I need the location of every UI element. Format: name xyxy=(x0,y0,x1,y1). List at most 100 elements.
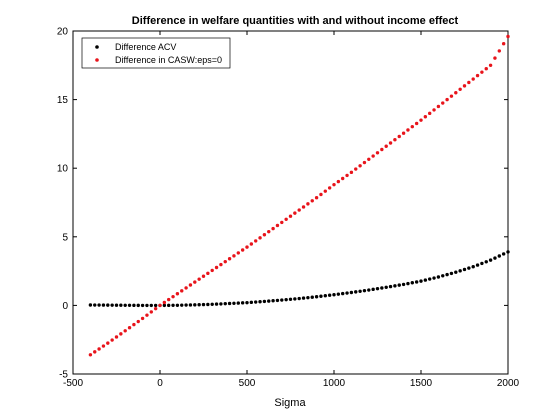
acv-point xyxy=(349,290,354,295)
casw-point xyxy=(306,202,310,206)
acv-point xyxy=(123,303,127,307)
casw-point xyxy=(114,335,119,339)
casw-point xyxy=(140,316,145,321)
acv-point xyxy=(245,300,249,305)
acv-point xyxy=(410,281,414,285)
acv-point xyxy=(423,278,428,282)
acv-point xyxy=(406,281,410,286)
casw-point xyxy=(401,131,406,135)
acv-point xyxy=(214,302,219,306)
acv-point xyxy=(271,299,275,303)
acv-point xyxy=(462,267,467,272)
acv-point xyxy=(193,303,197,307)
casw-point xyxy=(171,294,175,299)
acv-point xyxy=(197,303,201,307)
casw-point xyxy=(188,283,193,287)
acv-point xyxy=(149,303,153,308)
casw-point xyxy=(488,63,493,67)
casw-point xyxy=(301,205,306,209)
casw-point xyxy=(267,229,271,234)
acv-point xyxy=(480,261,484,266)
casw-point xyxy=(327,186,332,190)
casw-point xyxy=(145,313,149,317)
acv-point xyxy=(397,283,401,287)
acv-point xyxy=(175,303,180,307)
casw-point xyxy=(123,329,127,333)
acv-point xyxy=(358,289,362,293)
x-tick-label: 1000 xyxy=(323,378,346,389)
acv-point xyxy=(301,296,306,300)
acv-point xyxy=(293,297,297,301)
x-tick-label: 0 xyxy=(157,378,163,389)
casw-point xyxy=(175,292,180,296)
casw-point xyxy=(432,108,436,112)
acv-point xyxy=(471,265,475,269)
casw-point xyxy=(167,297,171,302)
casw-point xyxy=(354,167,358,171)
acv-point xyxy=(454,270,458,274)
casw-point xyxy=(97,347,101,351)
legend-label-casw: Difference in CASW:eps=0 xyxy=(115,55,222,65)
casw-point xyxy=(388,141,393,145)
acv-point xyxy=(432,276,436,280)
casw-point xyxy=(193,280,197,284)
acv-point xyxy=(240,301,245,305)
casw-point xyxy=(323,189,327,193)
y-tick-label: 5 xyxy=(62,232,68,243)
acv-point xyxy=(288,297,293,301)
acv-point xyxy=(223,301,227,306)
acv-point xyxy=(171,303,175,307)
acv-point xyxy=(345,291,349,295)
casw-point xyxy=(162,300,167,305)
acv-point xyxy=(506,250,510,254)
casw-point xyxy=(484,67,488,71)
casw-point xyxy=(262,233,267,237)
x-tick-label: 1500 xyxy=(410,378,433,389)
acv-point xyxy=(375,286,380,291)
acv-point xyxy=(449,271,454,276)
casw-point xyxy=(201,274,206,278)
casw-point xyxy=(371,154,375,158)
acv-point xyxy=(93,303,97,307)
y-tick-label: 20 xyxy=(57,27,69,38)
data-points xyxy=(88,34,510,357)
casw-point xyxy=(258,236,262,240)
casw-point xyxy=(236,251,240,255)
acv-point xyxy=(114,303,119,307)
acv-point xyxy=(488,258,493,262)
casw-point xyxy=(293,211,297,215)
legend-marker-acv xyxy=(95,45,99,49)
y-tick-label: 15 xyxy=(57,95,69,106)
casw-point xyxy=(127,325,132,330)
casw-point xyxy=(362,160,367,165)
casw-point xyxy=(219,262,223,267)
acv-point xyxy=(428,277,432,281)
casw-point xyxy=(497,49,501,53)
casw-point xyxy=(153,306,158,311)
acv-point xyxy=(332,292,336,297)
casw-point xyxy=(341,176,345,181)
acv-point xyxy=(501,252,506,256)
acv-point xyxy=(341,291,345,296)
acv-point xyxy=(314,295,319,299)
plot-area xyxy=(72,30,509,375)
x-axis-label: Sigma xyxy=(274,397,306,409)
acv-point xyxy=(106,303,110,307)
acv-point xyxy=(136,303,140,308)
casw-point xyxy=(136,319,140,324)
acv-point xyxy=(475,263,480,267)
legend-marker-casw xyxy=(95,58,99,62)
casw-point xyxy=(384,144,388,148)
casw-point xyxy=(180,289,184,293)
casw-point xyxy=(319,192,323,197)
acv-point xyxy=(127,303,132,307)
casw-point xyxy=(436,104,441,109)
casw-point xyxy=(367,157,371,161)
casw-point xyxy=(275,223,280,228)
acv-point xyxy=(219,302,223,306)
casw-point xyxy=(397,134,401,139)
casw-point xyxy=(197,277,201,281)
acv-point xyxy=(232,301,236,305)
acv-point xyxy=(236,301,240,305)
